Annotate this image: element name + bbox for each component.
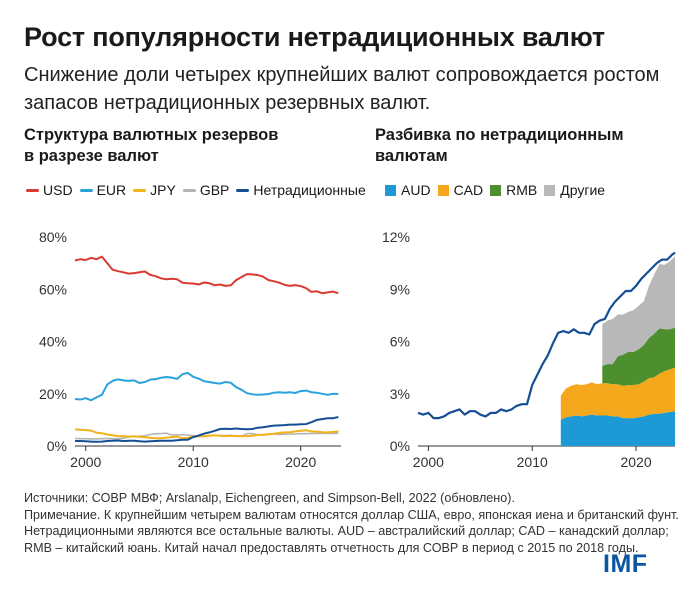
right-y-tick-label: 9%	[390, 281, 410, 297]
legend-item-cad: CAD	[437, 182, 484, 198]
jpy-swatch-icon	[133, 188, 147, 192]
page-title: Рост популярности нетрадиционных валют	[24, 22, 605, 52]
series-area-other	[602, 256, 675, 366]
right-x-tick-label: 2020	[620, 454, 651, 470]
left-panel-title: Структура валютных резервов в разрезе ва…	[24, 125, 278, 167]
right-area-chart: 0% 3% 6% 9% 12% 2000 2010 2020	[382, 229, 676, 470]
legend-item-other: Другие	[544, 182, 605, 198]
imf-logo: IMF	[603, 550, 648, 578]
left-x-tick-label: 2010	[178, 454, 209, 470]
legend-item-rmb: RMB	[490, 182, 537, 198]
legend-label-rmb: RMB	[506, 182, 538, 198]
nontrad-swatch-icon	[236, 188, 250, 192]
series-line-nontrad	[75, 416, 339, 443]
notes: Источники: СОВР МВФ; Arslanalp, Eichengr…	[24, 490, 684, 556]
series-area-cad	[560, 367, 675, 420]
series-area-rmb	[602, 327, 675, 386]
legend-label-usd: USD	[43, 182, 73, 198]
right-panel-title-line1: Разбивка по нетрадиционным	[375, 126, 624, 144]
legend-label-nontrad: Нетрадиционные	[253, 182, 366, 198]
right-y-tick-label: 12%	[382, 229, 410, 245]
left-y-tick-label: 0%	[47, 438, 67, 454]
aud-swatch-icon	[385, 184, 396, 196]
legend-label-other: Другие	[560, 182, 606, 198]
left-panel-title-line2: в разрезе валют	[24, 147, 159, 165]
series-line-jpy	[74, 428, 339, 440]
right-y-tick-label: 0%	[390, 438, 410, 454]
other-swatch-icon	[544, 184, 556, 196]
series-line-total-nontrad	[417, 251, 676, 420]
usd-swatch-icon	[26, 188, 39, 192]
legend-item-aud: AUD	[385, 182, 431, 198]
legend-label-eur: EUR	[96, 182, 127, 198]
series-line-usd	[74, 255, 339, 295]
left-y-tick-label: 40%	[39, 334, 67, 350]
left-line-chart: 0% 20% 40% 60% 80% 2000 2010 2020	[39, 229, 341, 470]
rmb-swatch-icon	[490, 184, 502, 196]
eur-swatch-icon	[79, 188, 93, 192]
gbp-swatch-icon	[182, 188, 196, 192]
right-x-tick-label: 2000	[413, 454, 444, 470]
legend-item-jpy: JPY	[133, 182, 176, 198]
legend-label-cad: CAD	[453, 182, 484, 198]
legend-item-gbp: GBP	[182, 182, 230, 198]
left-y-tick-label: 60%	[39, 281, 67, 297]
note-text: Примечание. К крупнейшим четырем валютам…	[24, 507, 679, 555]
right-legend: AUD CAD RMB Другие	[385, 182, 612, 198]
page-subtitle: Снижение доли четырех крупнейших валют с…	[24, 64, 660, 114]
left-x-tick-label: 2020	[285, 454, 316, 470]
left-y-tick-label: 80%	[39, 229, 67, 245]
series-line-eur	[74, 371, 339, 402]
left-y-tick-label: 20%	[39, 386, 67, 402]
right-panel-title-line2: валютам	[375, 147, 448, 165]
left-panel-title-line1: Структура валютных резервов	[24, 126, 279, 144]
right-panel-title: Разбивка по нетрадиционным валютам	[375, 125, 624, 167]
legend-label-gbp: GBP	[199, 182, 230, 198]
right-x-tick-label: 2010	[517, 454, 548, 470]
left-x-tick-label: 2000	[70, 454, 101, 470]
sources-text: Источники: СОВР МВФ; Arslanalp, Eichengr…	[24, 491, 515, 505]
series-area-aud	[560, 411, 675, 446]
cad-swatch-icon	[437, 184, 449, 196]
right-y-tick-label: 3%	[390, 386, 410, 402]
legend-item-eur: EUR	[79, 182, 127, 198]
legend-label-jpy: JPY	[150, 182, 176, 198]
right-y-tick-label: 6%	[390, 334, 410, 350]
left-legend: USD EUR JPY GBP Нетрадиционные	[26, 182, 373, 198]
legend-item-nontrad: Нетрадиционные	[236, 182, 366, 198]
legend-item-usd: USD	[26, 182, 73, 198]
legend-label-aud: AUD	[401, 182, 431, 198]
